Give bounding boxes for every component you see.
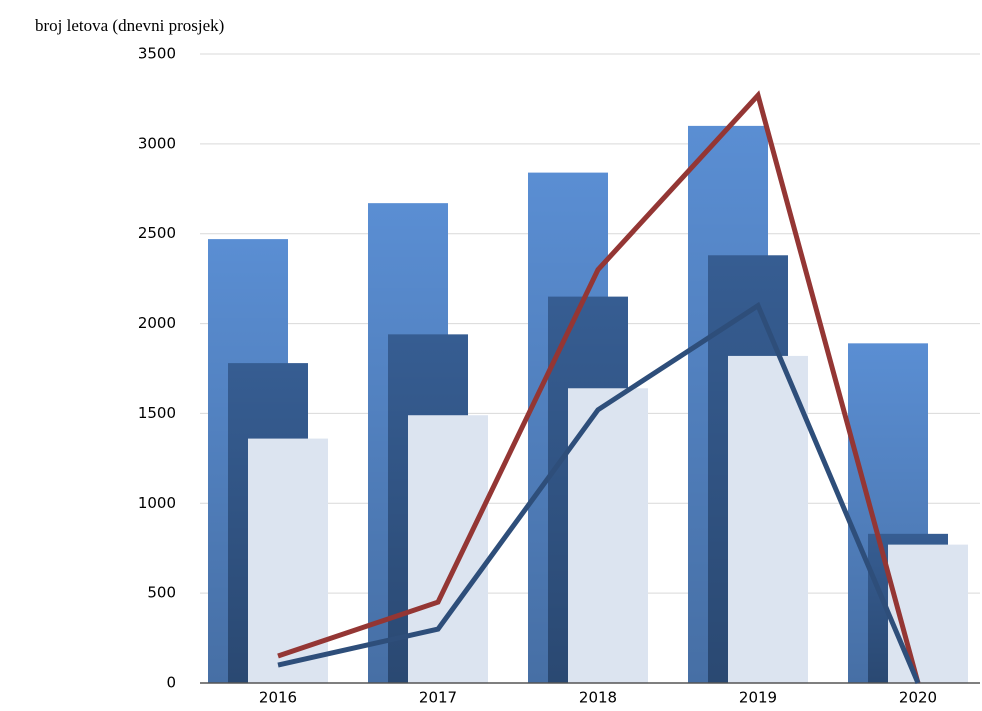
y-tick-label: 3000 [138, 134, 176, 152]
y-tick-label: 0 [166, 674, 176, 692]
bar [408, 415, 488, 683]
line [277, 301, 921, 684]
y-tick-label: 1500 [138, 404, 176, 422]
bar [248, 438, 328, 683]
y-tick-label: 1000 [138, 494, 176, 512]
x-tick-label: 2018 [579, 689, 617, 707]
line [277, 90, 921, 684]
x-tick-label: 2019 [739, 689, 777, 707]
bar [728, 355, 808, 683]
y-tick-label: 2000 [138, 314, 176, 332]
x-tick-label: 2017 [419, 689, 457, 707]
bar [568, 388, 648, 683]
y-tick-label: 2500 [138, 224, 176, 242]
x-tick-label: 2020 [899, 689, 937, 707]
y-tick-label: 3500 [138, 45, 176, 63]
y-tick-label: 500 [147, 584, 176, 602]
x-tick-label: 2016 [259, 689, 297, 707]
y-axis-title: broj letova (dnevni prosjek) [35, 16, 224, 35]
